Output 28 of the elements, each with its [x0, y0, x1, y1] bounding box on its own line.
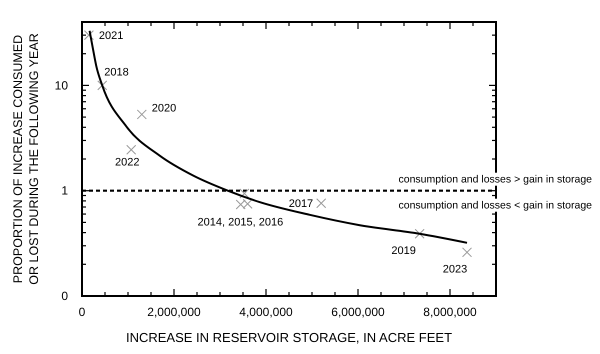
point	[126, 144, 136, 155]
x-tick-label: 6,000,000	[331, 305, 386, 319]
point	[239, 188, 250, 199]
point	[97, 80, 108, 90]
annotation: 2021	[98, 30, 124, 42]
point	[414, 228, 425, 239]
annotation: 2017	[288, 198, 314, 210]
y-tick-label: 10	[54, 78, 68, 92]
y-tick-label: 0	[61, 289, 68, 303]
annotation: 2019	[391, 244, 416, 257]
annotation: 2018	[104, 66, 129, 78]
point	[462, 247, 472, 258]
y-tick-label: 1	[61, 184, 68, 198]
annotation: 2020	[152, 102, 176, 114]
x-tick-label: 2,000,000	[147, 305, 202, 319]
x-tick-label: 4,000,000	[239, 305, 294, 319]
x-tick-label: 8,000,000	[423, 305, 478, 319]
annotation: 2022	[114, 156, 140, 169]
point	[316, 198, 326, 208]
annotation: 2014, 2015, 2016	[198, 216, 284, 228]
y-axis-title: PROPORTION OF INCREASE CONSUMED OR LOST DURING THE FOLLOWING YEAR	[11, 33, 41, 285]
point	[84, 30, 94, 40]
annotation: consumption and losses > gain in storage	[398, 174, 592, 186]
x-tick-label: 0	[78, 305, 86, 319]
annotation: 2023	[442, 263, 468, 276]
x-axis-title: INCREASE IN RESERVOIR STORAGE, IN ACRE FEET	[126, 330, 452, 345]
annotation: consumption and losses < gain in storage	[398, 200, 592, 212]
point	[136, 109, 147, 120]
